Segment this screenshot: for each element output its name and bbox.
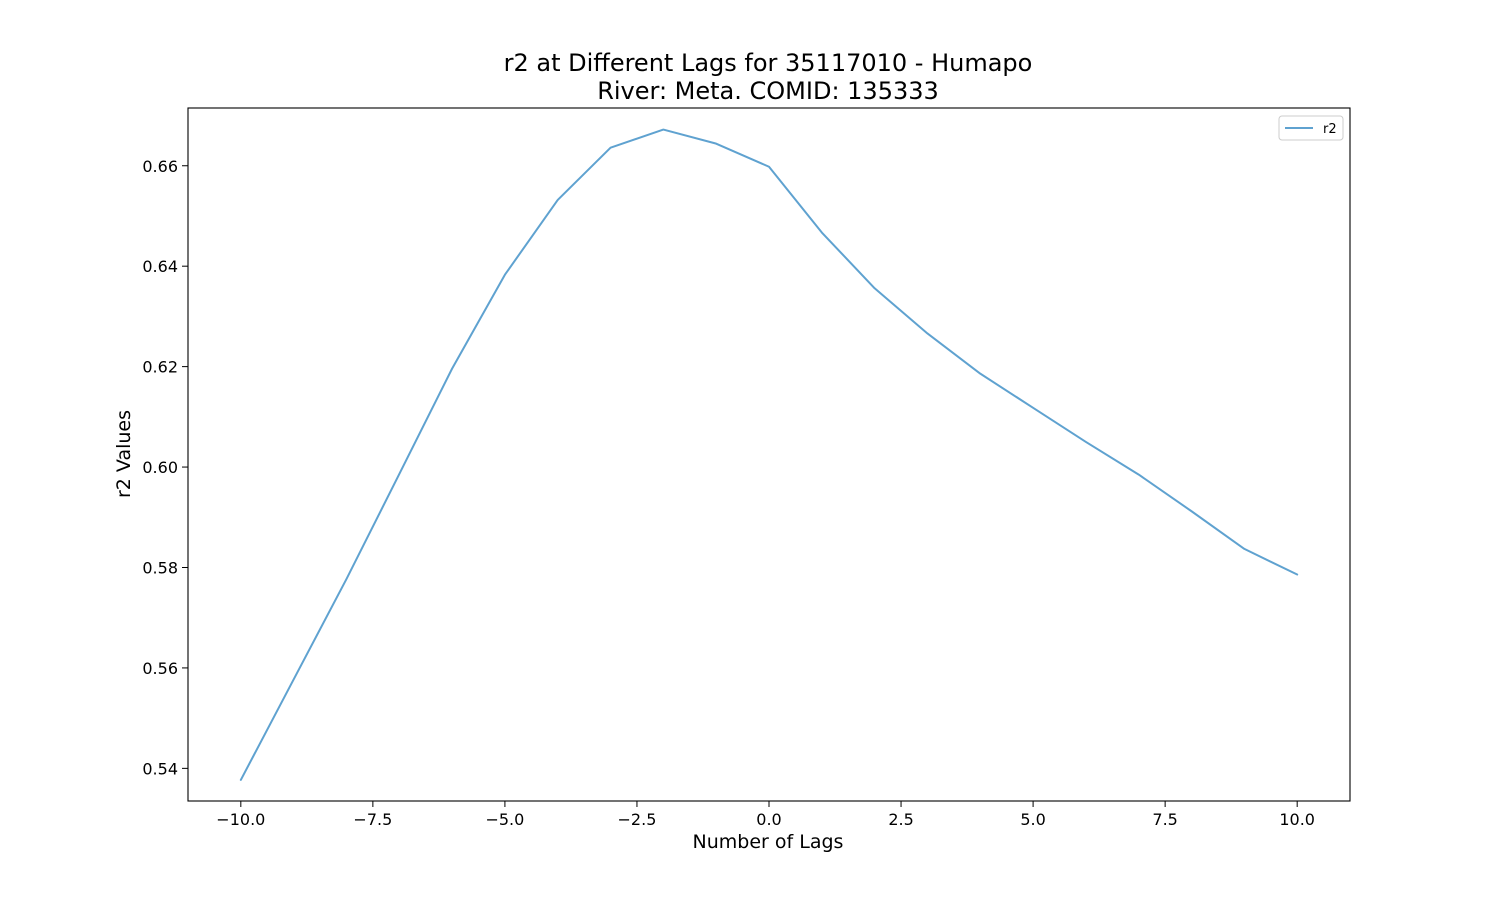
x-tick-label: 2.5 <box>888 810 913 829</box>
y-tick-label: 0.54 <box>142 759 178 778</box>
x-tick-label: −5.0 <box>485 810 524 829</box>
x-tick-label: 5.0 <box>1020 810 1045 829</box>
x-tick-label: 0.0 <box>756 810 781 829</box>
x-tick-label: 7.5 <box>1152 810 1177 829</box>
legend: r2 <box>1278 115 1344 141</box>
axis-ticks: −10.0 −7.5 −5.0 −2.5 0.0 2.5 5.0 7.5 10.0 0.54 0.5… <box>142 157 1315 829</box>
x-tick-label: 10.0 <box>1279 810 1315 829</box>
y-tick-label: 0.58 <box>142 558 178 577</box>
x-axis-label: Number of Lags <box>692 831 844 853</box>
chart-title-line-1: r2 at Different Lags for 35117010 - Huma… <box>503 49 1033 77</box>
y-tick-label: 0.62 <box>142 358 178 377</box>
chart-title-line-2: River: Meta. COMID: 135333 <box>597 77 939 105</box>
x-tick-label: −2.5 <box>618 810 657 829</box>
plot-area <box>187 107 1351 802</box>
y-axis-label: r2 Values <box>113 409 135 499</box>
y-tick-label: 0.66 <box>142 157 178 176</box>
y-tick-label: 0.56 <box>142 659 178 678</box>
x-tick-label: −10.0 <box>216 810 265 829</box>
x-tick-label: −7.5 <box>353 810 392 829</box>
y-tick-label: 0.64 <box>142 257 178 276</box>
plot-frame <box>187 107 1351 802</box>
series-line-r2 <box>239 128 1299 781</box>
y-tick-label: 0.60 <box>142 458 178 477</box>
legend-label-r2: r2 <box>1323 122 1337 137</box>
